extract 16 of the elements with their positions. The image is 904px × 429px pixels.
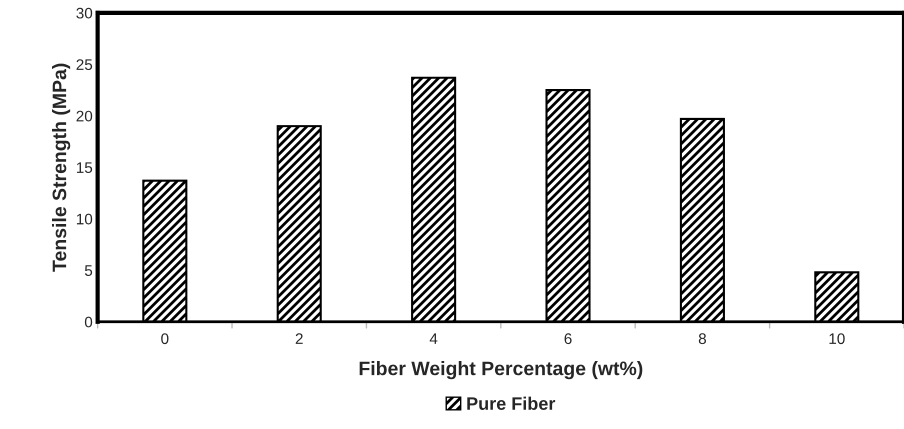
x-tick-label: 0: [161, 333, 168, 344]
y-tick-label: 20: [76, 110, 92, 122]
y-tick-label: 10: [76, 214, 92, 224]
x-tick-label: 6: [564, 333, 572, 344]
y-tick-label: 5: [84, 265, 92, 276]
x-tick-label: 10: [829, 333, 845, 344]
x-tick-label: 8: [698, 333, 706, 344]
x-tick-label: 4: [430, 333, 438, 344]
y-tick-label: 15: [76, 162, 92, 173]
y-tick-label: 25: [76, 59, 92, 70]
y-tick-label: 0: [84, 316, 92, 328]
x-axis-title: Fiber Weight Percentage (wt%): [360, 360, 642, 380]
y-tick-label: 30: [76, 8, 92, 19]
y-axis-title: Tensile Strength (MPa): [52, 64, 70, 272]
legend-label: Pure Fiber: [467, 396, 556, 410]
x-tick-label: 2: [296, 333, 303, 344]
